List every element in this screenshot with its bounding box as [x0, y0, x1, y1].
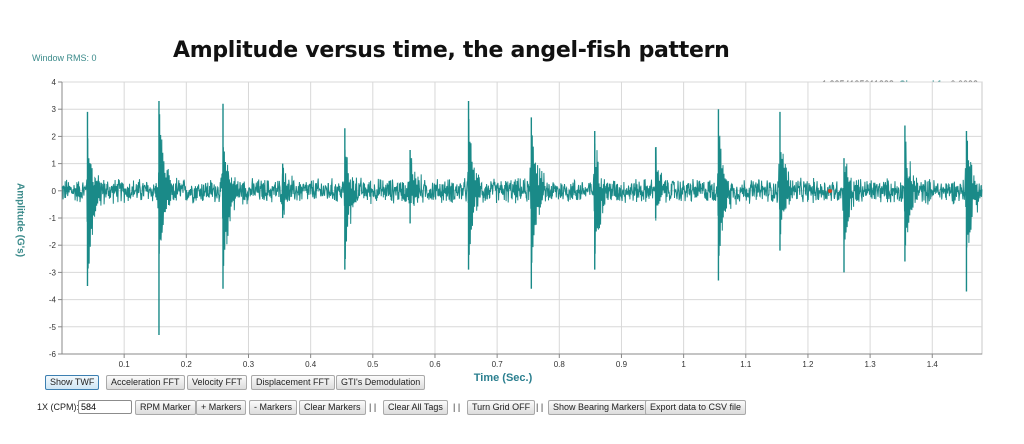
x-tick-label: 0.5 — [367, 360, 379, 369]
y-tick-label: -5 — [49, 323, 57, 332]
x-tick-label: 0.6 — [429, 360, 441, 369]
cursor-point — [827, 189, 832, 194]
y-tick-label: -4 — [49, 296, 57, 305]
y-axis-label: Amplitude (G's) — [14, 182, 26, 258]
x-tick-label: 1.4 — [927, 360, 939, 369]
toolbar-separator: | | — [369, 402, 377, 412]
y-tick-label: 2 — [52, 132, 57, 141]
x-tick-label: 0.2 — [181, 360, 193, 369]
y-tick-label: -2 — [49, 241, 57, 250]
x-tick-label: 1.3 — [865, 360, 877, 369]
axes: 4 3 2 1 0 -1 -2 -3 -4 -5 -6 0.1 0.2 0.3 0.4 0.5 0.6 0.7 0.… — [49, 78, 982, 369]
cpm-input[interactable] — [78, 400, 132, 414]
turn-grid-off-button[interactable]: Turn Grid OFF — [467, 400, 536, 415]
clear-markers-button[interactable]: Clear Markers — [299, 400, 366, 415]
acceleration-fft-button[interactable]: Acceleration FFT — [106, 375, 185, 390]
x-tick-label: 1.1 — [740, 360, 752, 369]
toolbar-separator: | | — [453, 402, 461, 412]
x-tick-label: 1 — [681, 360, 686, 369]
y-tick-label: -1 — [49, 214, 57, 223]
x-axis-label: Time (Sec.) — [473, 372, 533, 384]
y-tick-label: -6 — [49, 350, 57, 359]
displacement-fft-button[interactable]: Displacement FFT — [251, 375, 335, 390]
grid — [61, 81, 983, 355]
series-channel-1 — [61, 101, 983, 335]
x-tick-label: 0.3 — [243, 360, 255, 369]
x-tick-label: 0.4 — [305, 360, 317, 369]
gti-demodulation-button[interactable]: GTI's Demodulation — [336, 375, 426, 390]
add-markers-button[interactable]: + Markers — [196, 400, 247, 415]
y-tick-label: 3 — [52, 105, 57, 114]
velocity-fft-button[interactable]: Velocity FFT — [187, 375, 248, 390]
x-tick-label: 0.9 — [616, 360, 628, 369]
show-bearing-markers-button[interactable]: Show Bearing Markers — [548, 400, 650, 415]
toolbar-separator: | | — [536, 402, 544, 412]
x-tick-label: 0.1 — [119, 360, 131, 369]
y-tick-label: 4 — [52, 78, 57, 87]
series-line — [61, 114, 983, 269]
y-tick-label: 0 — [52, 187, 57, 196]
y-tick-label: 1 — [52, 160, 57, 169]
cursor-marker — [827, 189, 832, 194]
x-tick-label: 0.7 — [492, 360, 504, 369]
cpm-label: 1X (CPM): — [37, 402, 80, 412]
y-tick-label: -3 — [49, 268, 57, 277]
clear-all-tags-button[interactable]: Clear All Tags — [383, 400, 448, 415]
remove-markers-button[interactable]: - Markers — [249, 400, 297, 415]
show-twf-button[interactable]: Show TWF — [45, 375, 100, 390]
rpm-marker-button[interactable]: RPM Marker — [135, 400, 196, 415]
chart-title: Amplitude versus time, the angel-fish pa… — [173, 38, 730, 63]
x-tick-label: 0.8 — [554, 360, 566, 369]
x-tick-label: 1.2 — [802, 360, 814, 369]
window-rms-label: Window RMS: 0 — [32, 53, 97, 63]
export-csv-button[interactable]: Export data to CSV file — [645, 400, 747, 415]
